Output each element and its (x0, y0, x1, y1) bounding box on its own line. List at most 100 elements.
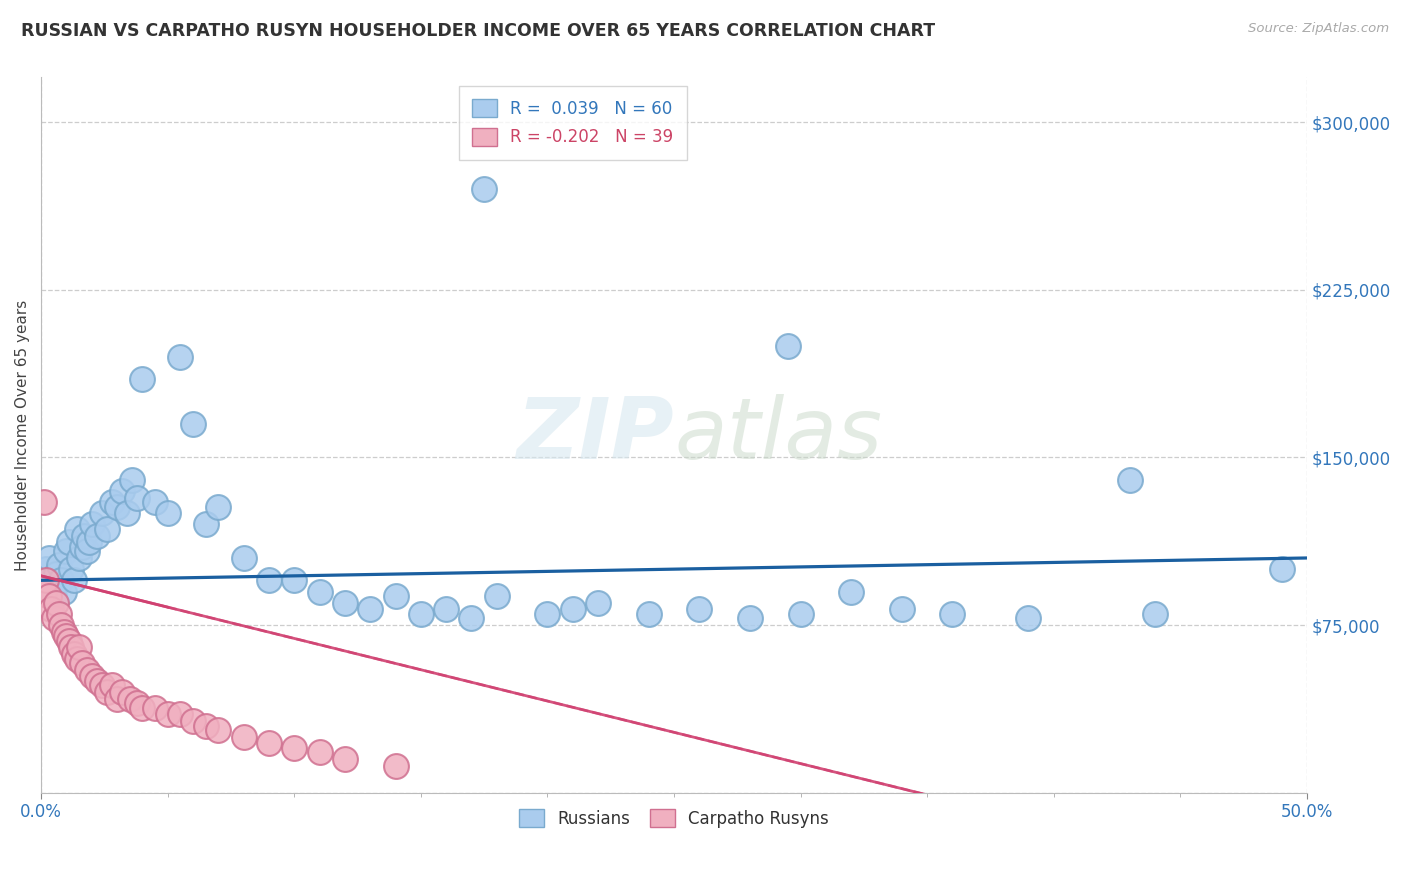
Text: RUSSIAN VS CARPATHO RUSYN HOUSEHOLDER INCOME OVER 65 YEARS CORRELATION CHART: RUSSIAN VS CARPATHO RUSYN HOUSEHOLDER IN… (21, 22, 935, 40)
Point (51, 574, 73, 588)
Point (80, 517, 103, 532)
Point (38, 589, 60, 603)
Point (283, 574, 305, 588)
Point (58, 633, 80, 648)
Point (536, 607, 558, 621)
Point (127, 491, 149, 505)
Legend: Russians, Carpatho Rusyns: Russians, Carpatho Rusyns (512, 803, 835, 834)
Point (143, 700, 166, 714)
Point (460, 611, 482, 625)
Point (890, 602, 912, 616)
Point (257, 737, 280, 751)
Point (63, 647, 86, 661)
Point (232, 551, 254, 566)
Point (76, 544, 98, 558)
Point (118, 691, 141, 706)
Point (96, 522, 118, 536)
Point (101, 495, 124, 509)
Point (111, 685, 134, 699)
Point (359, 602, 381, 616)
Point (60, 640, 83, 655)
Point (39, 580, 62, 594)
Point (65, 522, 87, 536)
Point (333, 752, 356, 766)
Point (52, 584, 75, 599)
Point (586, 596, 609, 610)
Point (409, 607, 432, 621)
Point (63, 574, 86, 588)
Point (115, 506, 138, 520)
Point (67, 551, 90, 566)
Point (42, 611, 65, 625)
Point (257, 574, 280, 588)
Point (776, 338, 799, 352)
Point (434, 602, 457, 616)
Point (181, 417, 204, 431)
Point (308, 746, 330, 760)
Y-axis label: Householder Income Over 65 years: Householder Income Over 65 years (15, 300, 30, 571)
Point (65, 651, 87, 665)
Point (48, 558, 70, 572)
Point (194, 517, 217, 532)
Point (70, 656, 93, 670)
Point (121, 473, 143, 487)
Point (637, 607, 659, 621)
Point (384, 589, 406, 603)
Point (127, 696, 149, 710)
Point (105, 500, 128, 514)
Point (55, 544, 77, 558)
Point (688, 602, 710, 616)
Point (42, 589, 65, 603)
Point (52, 624, 75, 639)
Point (90, 678, 112, 692)
Point (38, 551, 60, 566)
Point (86, 673, 108, 688)
Point (485, 589, 508, 603)
Point (105, 691, 128, 706)
Point (45, 596, 67, 610)
Point (67, 640, 90, 655)
Point (1271, 562, 1294, 576)
Text: ZIP: ZIP (516, 393, 673, 476)
Point (169, 707, 191, 722)
Point (131, 372, 153, 386)
Text: atlas: atlas (673, 393, 882, 476)
Point (308, 584, 330, 599)
Point (283, 741, 305, 756)
Point (58, 535, 80, 549)
Point (101, 678, 124, 692)
Point (39, 602, 62, 616)
Point (73, 528, 96, 542)
Point (156, 506, 179, 520)
Point (51, 618, 73, 632)
Point (207, 500, 229, 514)
Point (561, 602, 583, 616)
Point (1017, 611, 1039, 625)
Point (789, 607, 811, 621)
Point (207, 723, 229, 737)
Point (333, 596, 356, 610)
Point (472, 182, 495, 196)
Point (96, 685, 118, 699)
Point (156, 707, 179, 722)
Point (181, 714, 204, 728)
Point (941, 607, 963, 621)
Point (131, 700, 153, 714)
Point (45, 566, 67, 581)
Point (839, 584, 862, 599)
Point (35, 562, 58, 576)
Point (32, 574, 55, 588)
Point (77, 535, 100, 549)
Point (111, 483, 134, 498)
Point (1118, 473, 1140, 487)
Point (76, 663, 98, 677)
Point (48, 607, 70, 621)
Point (32, 495, 55, 509)
Point (232, 730, 254, 744)
Point (194, 718, 217, 732)
Point (32, 584, 55, 599)
Point (86, 528, 108, 542)
Point (384, 759, 406, 773)
Point (1143, 607, 1166, 621)
Point (738, 611, 761, 625)
